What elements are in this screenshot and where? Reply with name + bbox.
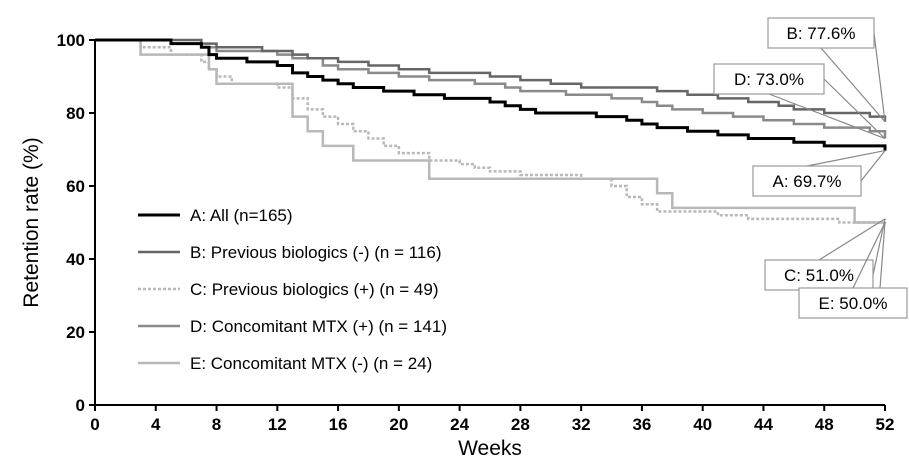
legend-label-d: D: Concomitant MTX (+) (n = 141) <box>190 317 447 336</box>
callout-leader-b <box>820 47 886 123</box>
callout-leader-e <box>852 222 886 289</box>
survival-curves <box>95 38 887 224</box>
x-tick-label: 12 <box>268 415 287 434</box>
end-value-callouts: B: 77.6% D: 73.0% A: 69.7% C: 51.0% E: 50.0% <box>713 17 908 319</box>
y-axis-title: Retention rate (%) <box>20 137 43 307</box>
x-tick-label: 24 <box>450 415 469 434</box>
y-tick-label: 0 <box>76 396 85 415</box>
x-tick-label: 16 <box>329 415 348 434</box>
x-axis-title: Weeks <box>458 437 522 460</box>
callout-leader-d <box>823 78 886 139</box>
x-tick-label: 32 <box>572 415 591 434</box>
y-axis-ticks: 0 20 40 60 80 100 <box>57 31 95 415</box>
series-line-c <box>95 38 887 224</box>
callout-label-a: A: 69.7% <box>773 172 842 191</box>
legend: A: All (n=165) B: Previous biologics (-) … <box>138 206 447 373</box>
legend-label-e: E: Concomitant MTX (-) (n = 24) <box>190 354 432 373</box>
series-line-a <box>95 38 887 151</box>
x-tick-label: 44 <box>754 415 773 434</box>
callout-leader-b <box>873 32 886 122</box>
callout-label-b: B: 77.6% <box>787 24 856 43</box>
y-tick-label: 80 <box>66 104 85 123</box>
x-tick-label: 48 <box>815 415 834 434</box>
callout-leader-c <box>872 218 886 276</box>
y-tick-label: 20 <box>66 323 85 342</box>
x-tick-label: 40 <box>693 415 712 434</box>
callout-leader-a <box>860 150 886 182</box>
callout-box-b <box>767 17 875 49</box>
x-tick-label: 20 <box>389 415 408 434</box>
x-tick-label: 4 <box>151 415 161 434</box>
y-tick-label: 100 <box>57 31 85 50</box>
callout-box-e <box>798 287 908 319</box>
callout-box-a <box>752 165 862 197</box>
callout-leader-d <box>768 93 886 140</box>
x-tick-label: 52 <box>876 415 895 434</box>
x-tick-label: 28 <box>511 415 530 434</box>
legend-label-b: B: Previous biologics (-) (n = 116) <box>190 243 441 262</box>
x-tick-label: 36 <box>632 415 651 434</box>
callout-leader-c <box>818 218 886 261</box>
callout-box-d <box>713 63 825 95</box>
y-tick-label: 40 <box>66 250 85 269</box>
series-line-b <box>95 38 887 122</box>
x-axis-ticks: 0 4 8 12 16 20 24 28 32 36 40 44 48 52 <box>90 405 894 434</box>
legend-label-a: A: All (n=165) <box>190 206 293 225</box>
legend-label-c: C: Previous biologics (+) (n = 49) <box>190 280 439 299</box>
callout-leader-e <box>879 222 886 289</box>
x-tick-label: 0 <box>90 415 99 434</box>
callout-label-e: E: 50.0% <box>819 294 888 313</box>
callout-leader-a <box>806 150 886 167</box>
series-line-d <box>95 38 887 139</box>
y-tick-label: 60 <box>66 177 85 196</box>
callout-label-c: C: 51.0% <box>784 266 854 285</box>
x-tick-label: 8 <box>212 415 221 434</box>
callout-label-d: D: 73.0% <box>734 70 804 89</box>
